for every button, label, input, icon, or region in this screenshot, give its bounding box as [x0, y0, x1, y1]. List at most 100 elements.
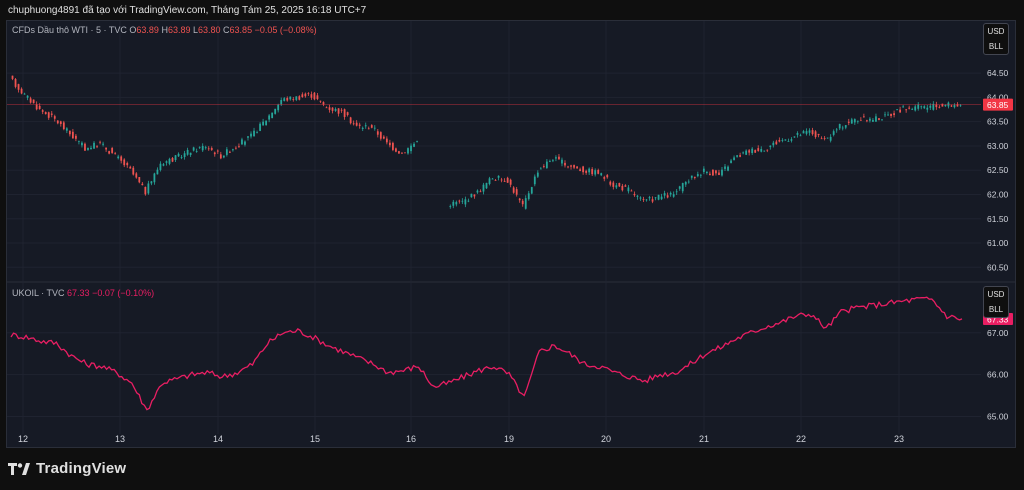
- candle-body: [820, 138, 823, 140]
- candle-body: [416, 141, 418, 142]
- candle-body: [84, 143, 86, 151]
- candle-body: [144, 186, 147, 195]
- currency-unit-bottom[interactable]: USD BLL: [983, 286, 1009, 318]
- high-value: 63.89: [167, 25, 191, 35]
- change-value: −0.05 (−0.08%): [254, 25, 317, 35]
- candle-body: [497, 175, 500, 178]
- candle-body: [195, 151, 198, 152]
- candle-body: [582, 166, 585, 173]
- candle-body: [953, 105, 956, 108]
- candle-body: [705, 171, 708, 174]
- candle-body: [558, 156, 560, 160]
- candle-body: [932, 103, 935, 110]
- candle-body: [78, 140, 80, 142]
- candle-body: [244, 141, 246, 145]
- candle-body: [956, 104, 959, 107]
- candle-body: [835, 129, 838, 131]
- ukoil-y-tick-label: 65.00: [987, 411, 1009, 421]
- candle-body: [382, 136, 385, 139]
- candle-body: [787, 141, 790, 142]
- candle-body: [817, 133, 820, 136]
- ukoil-legend[interactable]: UKOIL · TVC 67.33 −0.07 (−0.10%): [12, 288, 154, 298]
- candle-body: [29, 98, 32, 103]
- x-tick-label: 23: [894, 434, 904, 444]
- candle-body: [262, 121, 264, 126]
- candle-body: [111, 148, 114, 153]
- candle-body: [615, 185, 618, 188]
- tradingview-footer[interactable]: TradingView: [8, 460, 126, 477]
- candle-body: [760, 149, 763, 152]
- candle-body: [482, 184, 485, 192]
- open-value: 63.89: [136, 25, 159, 35]
- candle-body: [238, 146, 240, 148]
- candle-body: [533, 176, 536, 185]
- candle-body: [841, 127, 844, 129]
- ukoil-last-price-label: 67.33: [987, 314, 1009, 324]
- candle-body: [93, 142, 95, 149]
- candle-body: [216, 150, 219, 152]
- candle-body: [449, 206, 452, 208]
- candle-body: [564, 162, 566, 166]
- candle-body: [355, 122, 358, 126]
- candle-body: [814, 131, 817, 138]
- candle-body: [684, 181, 687, 185]
- wti-y-tick-label: 63.50: [987, 117, 1009, 127]
- candle-body: [105, 147, 107, 150]
- candle-body: [68, 130, 71, 135]
- high-label: H: [161, 25, 168, 35]
- candle-body: [742, 152, 745, 154]
- candle-body: [358, 124, 361, 126]
- candle-body: [793, 136, 796, 138]
- candle-body: [334, 109, 337, 111]
- candle-body: [642, 199, 645, 201]
- candle-body: [618, 182, 621, 187]
- candle-body: [570, 165, 572, 167]
- candle-body: [512, 187, 515, 193]
- candle-body: [781, 140, 784, 141]
- candle-body: [926, 107, 929, 110]
- candle-body: [678, 186, 681, 189]
- candle-body: [555, 157, 557, 159]
- candle-body: [470, 193, 473, 198]
- wti-symbol: CFDs Dầu thô WTI · 5 · TVC: [12, 25, 127, 35]
- candle-body: [65, 128, 68, 131]
- candle-body: [328, 107, 331, 110]
- candle-body: [138, 177, 141, 183]
- candle-body: [150, 181, 153, 184]
- candle-body: [624, 185, 627, 187]
- candle-body: [545, 161, 548, 168]
- candle-body: [941, 103, 944, 107]
- wti-legend[interactable]: CFDs Dầu thô WTI · 5 · TVC O63.89 H63.89…: [12, 25, 317, 35]
- candle-body: [681, 183, 684, 192]
- candle-body: [660, 196, 663, 200]
- candle-body: [772, 142, 775, 146]
- candle-body: [597, 170, 600, 174]
- candle-body: [461, 200, 464, 202]
- candle-body: [657, 194, 660, 200]
- candle-body: [878, 118, 880, 120]
- candle-body: [959, 105, 962, 107]
- candle-body: [120, 156, 123, 161]
- candle-body: [887, 114, 889, 116]
- candle-body: [292, 99, 295, 100]
- candle-body: [452, 201, 455, 206]
- candle-body: [280, 100, 283, 105]
- currency-unit-top[interactable]: USD BLL: [983, 23, 1009, 55]
- chart-frame: 12 13 14 15 16 19 20 21 22 23 60.50 61.00 61.50 62.00…: [6, 20, 1016, 448]
- candle-body: [189, 152, 192, 155]
- candle-body: [295, 96, 298, 100]
- currency-usd-bottom: USD: [987, 290, 1005, 299]
- candle-body: [235, 147, 237, 149]
- candle-body: [271, 112, 274, 119]
- candle-body: [920, 106, 923, 108]
- candle-body: [256, 132, 258, 134]
- candle-body: [265, 120, 268, 126]
- candle-body: [316, 95, 319, 100]
- candle-body: [96, 146, 98, 148]
- candle-body: [485, 182, 488, 189]
- chart-svg[interactable]: 12 13 14 15 16 19 20 21 22 23 60.50 61.00 61.50 62.00…: [7, 21, 1015, 447]
- candle-body: [90, 147, 92, 150]
- ukoil-value: 67.33: [67, 288, 90, 298]
- candle-body: [325, 107, 328, 109]
- candle-body: [600, 173, 603, 176]
